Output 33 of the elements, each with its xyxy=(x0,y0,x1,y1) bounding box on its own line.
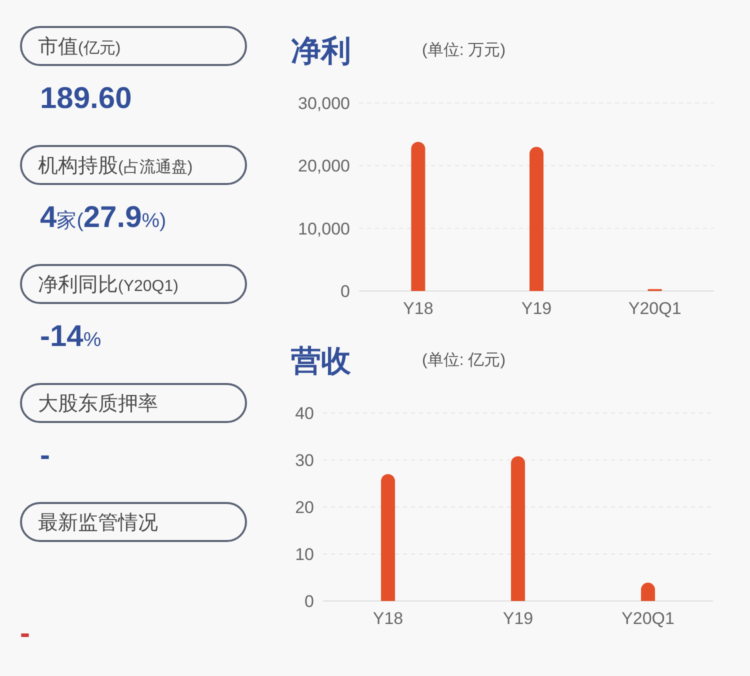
text: -14% xyxy=(40,320,102,353)
x-tick-label: Y18 xyxy=(403,299,434,318)
text: - xyxy=(40,439,50,472)
text: - xyxy=(20,617,30,650)
chart-subtitle: (单位: 亿元) xyxy=(422,351,506,369)
text: 4家(27.9%) xyxy=(40,201,166,234)
x-tick-label: Y20Q1 xyxy=(628,299,682,318)
text: 市值(亿元) xyxy=(38,36,121,58)
bar xyxy=(411,142,426,291)
y-tick-label: 40 xyxy=(295,404,314,423)
chart-title: 营收 xyxy=(291,345,352,378)
y-tick-label: 30 xyxy=(295,451,314,470)
y-tick-label: 10 xyxy=(295,545,314,564)
text: 机构持股(占流通盘) xyxy=(38,155,193,177)
y-tick-label: 20 xyxy=(295,498,314,517)
chart-subtitle: (单位: 万元) xyxy=(422,41,506,59)
bar xyxy=(381,474,395,601)
x-tick-label: Y19 xyxy=(502,609,534,628)
x-tick-label: Y18 xyxy=(372,609,404,628)
text: 大股东质押率 xyxy=(38,393,158,415)
y-tick-label: 20,000 xyxy=(298,156,350,176)
chart-title: 净利 xyxy=(291,35,351,68)
y-tick-label: 0 xyxy=(304,592,314,611)
bar xyxy=(530,146,544,291)
x-tick-label: Y19 xyxy=(521,299,552,318)
y-tick-label: 30,000 xyxy=(298,94,350,113)
x-tick-label: Y20Q1 xyxy=(622,609,674,628)
bar xyxy=(511,456,525,601)
text: 最新监管情况 xyxy=(38,512,158,534)
y-tick-label: 0 xyxy=(340,282,350,301)
text: 189.60 xyxy=(40,82,132,115)
y-tick-label: 10,000 xyxy=(298,219,350,238)
text: 净利同比(Y20Q1) xyxy=(38,274,178,296)
